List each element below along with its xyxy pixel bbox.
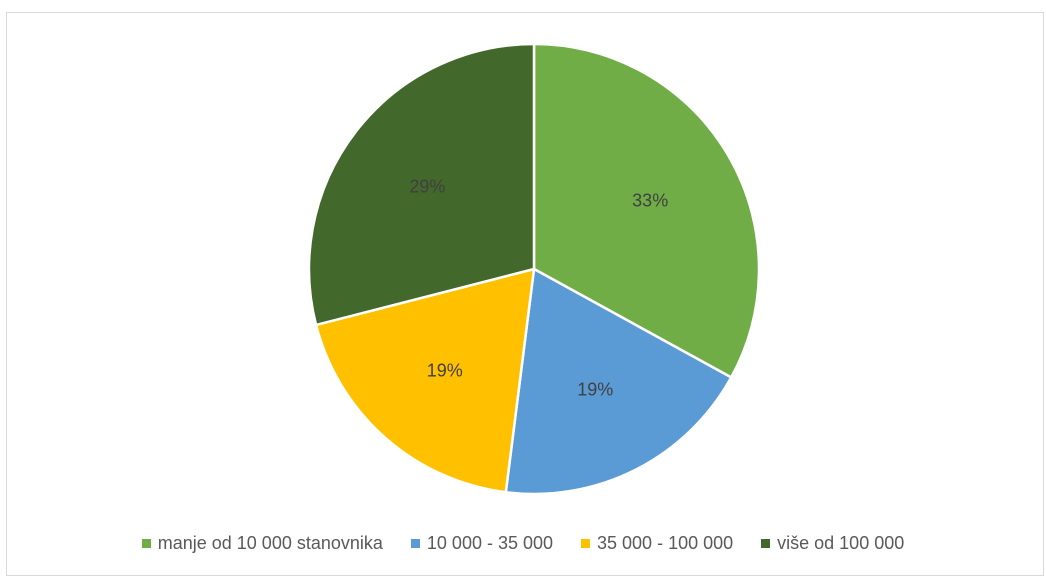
legend-swatch-3 bbox=[761, 539, 771, 548]
legend-label-3: više od 100 000 bbox=[777, 533, 905, 553]
legend-item-3: više od 100 000 bbox=[761, 533, 904, 554]
legend-label-1: 10 000 - 35 000 bbox=[426, 533, 554, 553]
pie-slice-1 bbox=[504, 267, 733, 496]
legend-swatch-2 bbox=[581, 539, 591, 548]
slice-label-2: 19% bbox=[427, 360, 463, 380]
slice-label-0: 33% bbox=[632, 190, 668, 210]
legend-label-0: manje od 10 000 stanovnika bbox=[157, 533, 383, 553]
pie-slice-3 bbox=[307, 42, 536, 327]
legend-swatch-0 bbox=[141, 539, 151, 548]
legend-item-0: manje od 10 000 stanovnika bbox=[141, 533, 383, 554]
legend-label-2: 35 000 - 100 000 bbox=[597, 533, 734, 553]
slice-label-3: 29% bbox=[409, 176, 445, 196]
legend-item-2: 35 000 - 100 000 bbox=[581, 533, 733, 554]
pie-slice-2 bbox=[314, 267, 536, 494]
legend-swatch-1 bbox=[410, 539, 420, 548]
pie-slice-0 bbox=[532, 42, 761, 379]
legend: manje od 10 000 stanovnika 10 000 - 35 0… bbox=[0, 533, 1046, 554]
legend-item-1: 10 000 - 35 000 bbox=[410, 533, 554, 554]
slice-label-1: 19% bbox=[577, 379, 613, 399]
